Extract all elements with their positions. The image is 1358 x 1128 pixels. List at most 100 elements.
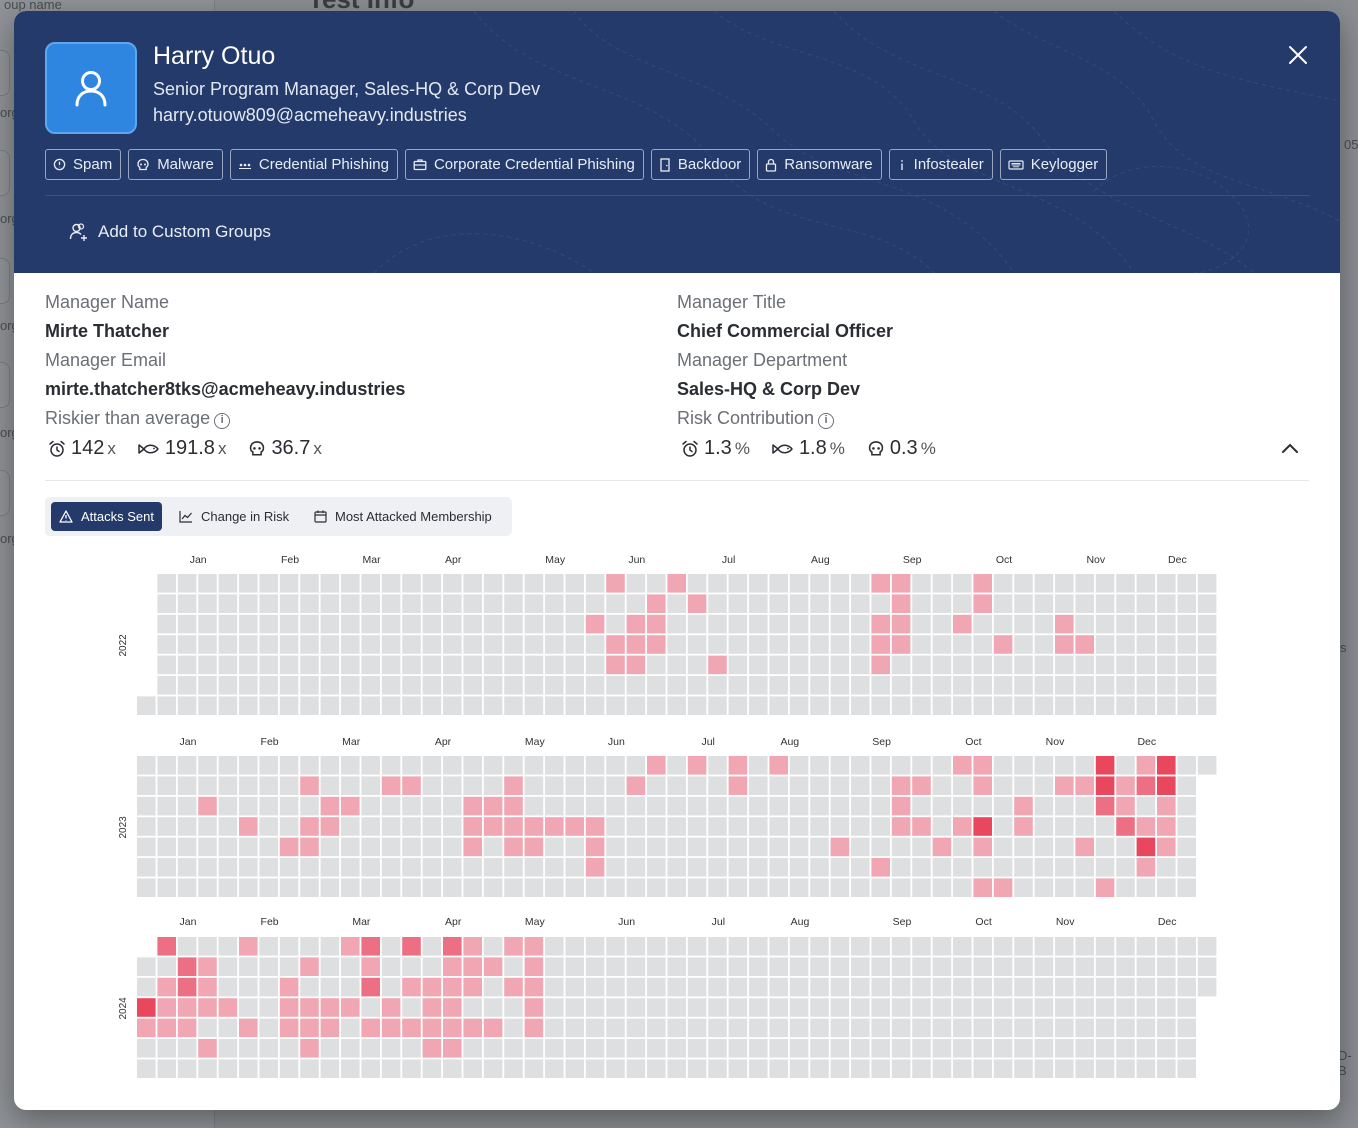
heatmap-cell[interactable] (606, 878, 625, 897)
heatmap-cell[interactable] (871, 594, 890, 613)
heatmap-cell[interactable] (279, 776, 299, 795)
heatmap-cell[interactable] (728, 878, 748, 897)
heatmap-cell[interactable] (830, 977, 850, 997)
heatmap-cell[interactable] (851, 998, 870, 1017)
info-circle-icon[interactable]: i (818, 413, 835, 429)
heatmap-cell[interactable] (891, 574, 911, 593)
heatmap-cell[interactable] (606, 776, 625, 795)
heatmap-cell[interactable] (341, 998, 360, 1017)
heatmap-cell[interactable] (1095, 817, 1115, 836)
heatmap-cell[interactable] (912, 817, 931, 836)
heatmap-cell[interactable] (300, 614, 319, 634)
heatmap-cell[interactable] (851, 1059, 870, 1078)
heatmap-cell[interactable] (483, 635, 503, 654)
heatmap-cell[interactable] (1197, 574, 1217, 593)
heatmap-cell[interactable] (749, 635, 768, 654)
heatmap-cell[interactable] (1075, 1039, 1094, 1058)
heatmap-cell[interactable] (606, 937, 625, 956)
heatmap-cell[interactable] (381, 756, 401, 775)
heatmap-cell[interactable] (422, 998, 442, 1017)
heatmap-cell[interactable] (810, 937, 829, 956)
heatmap-cell[interactable] (626, 837, 646, 857)
heatmap-cell[interactable] (177, 977, 197, 997)
heatmap-cell[interactable] (912, 635, 931, 654)
heatmap-cell[interactable] (953, 776, 972, 795)
heatmap-cell[interactable] (993, 776, 1013, 795)
heatmap-cell[interactable] (218, 676, 238, 695)
heatmap-cell[interactable] (137, 756, 156, 775)
heatmap-cell[interactable] (1055, 1059, 1074, 1078)
heatmap-cell[interactable] (973, 574, 992, 593)
heatmap-cell[interactable] (932, 756, 952, 775)
heatmap-cell[interactable] (585, 776, 605, 795)
heatmap-cell[interactable] (1075, 837, 1094, 857)
heatmap-cell[interactable] (1136, 837, 1156, 857)
heatmap-cell[interactable] (1157, 937, 1176, 956)
heatmap-cell[interactable] (1136, 1059, 1156, 1078)
heatmap-cell[interactable] (1116, 837, 1135, 857)
heatmap-cell[interactable] (443, 635, 462, 654)
heatmap-cell[interactable] (1136, 594, 1156, 613)
heatmap-cell[interactable] (1136, 796, 1156, 816)
heatmap-cell[interactable] (667, 998, 686, 1017)
heatmap-cell[interactable] (279, 1039, 299, 1058)
heatmap-cell[interactable] (830, 1059, 850, 1078)
heatmap-cell[interactable] (585, 837, 605, 857)
heatmap-cell[interactable] (830, 696, 850, 715)
heatmap-cell[interactable] (157, 756, 176, 775)
heatmap-cell[interactable] (1177, 937, 1196, 956)
heatmap-cell[interactable] (912, 1059, 931, 1078)
heatmap-cell[interactable] (504, 837, 523, 857)
heatmap-cell[interactable] (973, 937, 992, 956)
tag-corporate-credential-phishing[interactable]: Corporate Credential Phishing (404, 149, 644, 180)
heatmap-cell[interactable] (504, 1059, 523, 1078)
heatmap-cell[interactable] (932, 937, 952, 956)
heatmap-cell[interactable] (647, 635, 666, 654)
heatmap-cell[interactable] (422, 796, 442, 816)
heatmap-cell[interactable] (300, 574, 319, 593)
heatmap-cell[interactable] (239, 776, 258, 795)
heatmap-cell[interactable] (381, 594, 401, 613)
heatmap-cell[interactable] (381, 614, 401, 634)
heatmap-cell[interactable] (565, 756, 584, 775)
heatmap-cell[interactable] (1075, 635, 1094, 654)
heatmap-cell[interactable] (279, 635, 299, 654)
heatmap-cell[interactable] (300, 696, 319, 715)
heatmap-cell[interactable] (1075, 614, 1094, 634)
heatmap-cell[interactable] (1034, 614, 1054, 634)
heatmap-cell[interactable] (157, 858, 176, 877)
heatmap-cell[interactable] (422, 696, 442, 715)
heatmap-cell[interactable] (545, 937, 564, 956)
heatmap-cell[interactable] (932, 1059, 952, 1078)
heatmap-cell[interactable] (218, 594, 238, 613)
heatmap-cell[interactable] (218, 1059, 238, 1078)
heatmap-cell[interactable] (769, 635, 788, 654)
heatmap-cell[interactable] (524, 957, 544, 976)
heatmap-cell[interactable] (585, 1018, 605, 1038)
heatmap-cell[interactable] (524, 756, 544, 775)
heatmap-cell[interactable] (1034, 676, 1054, 695)
heatmap-cell[interactable] (891, 614, 911, 634)
heatmap-cell[interactable] (891, 957, 911, 976)
heatmap-cell[interactable] (463, 1039, 482, 1058)
heatmap-cell[interactable] (545, 696, 564, 715)
heatmap-cell[interactable] (626, 756, 646, 775)
heatmap-cell[interactable] (177, 1018, 197, 1038)
heatmap-cell[interactable] (524, 796, 544, 816)
heatmap-cell[interactable] (361, 1039, 380, 1058)
heatmap-cell[interactable] (1014, 614, 1033, 634)
heatmap-cell[interactable] (789, 817, 809, 836)
heatmap-cell[interactable] (402, 796, 421, 816)
heatmap-cell[interactable] (320, 1059, 340, 1078)
heatmap-cell[interactable] (443, 998, 462, 1017)
heatmap-cell[interactable] (953, 817, 972, 836)
heatmap-cell[interactable] (932, 957, 952, 976)
heatmap-cell[interactable] (891, 696, 911, 715)
heatmap-cell[interactable] (177, 635, 197, 654)
heatmap-cell[interactable] (1034, 878, 1054, 897)
heatmap-cell[interactable] (402, 977, 421, 997)
heatmap-cell[interactable] (300, 1039, 319, 1058)
heatmap-cell[interactable] (1197, 756, 1217, 775)
heatmap-cell[interactable] (1014, 817, 1033, 836)
heatmap-cell[interactable] (565, 696, 584, 715)
